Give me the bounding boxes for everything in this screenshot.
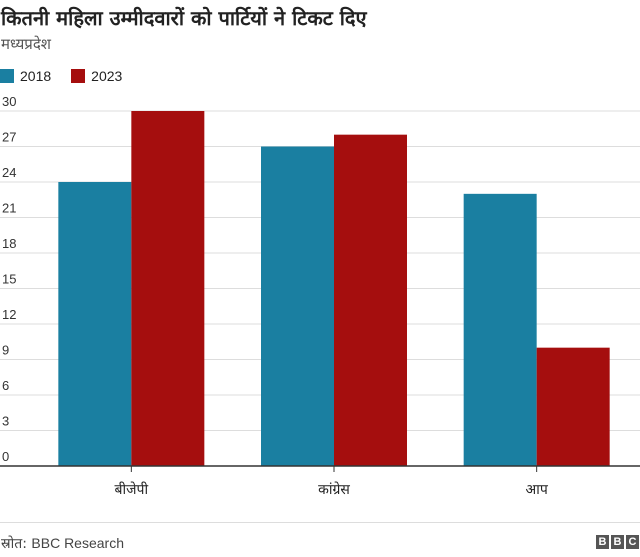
bar-2023 [334, 134, 407, 466]
y-axis: 0 3 6 9 12 15 18 21 24 27 30 [2, 94, 16, 464]
x-tick-label: आप [526, 481, 549, 497]
y-tick-label: 9 [2, 343, 9, 358]
bbc-logo: B B C [594, 535, 639, 549]
footer-divider [0, 522, 640, 523]
y-tick-label: 24 [2, 165, 16, 180]
bars [58, 111, 610, 467]
y-tick-label: 0 [2, 449, 9, 464]
x-tick-label: कांग्रेस [318, 481, 350, 497]
y-tick-label: 12 [2, 307, 16, 322]
source-text: BBC Research [31, 535, 124, 551]
bar-2023 [131, 111, 205, 466]
legend-item-2018: 2018 [0, 68, 51, 84]
y-tick-label: 3 [2, 414, 9, 429]
legend-label-2023: 2023 [91, 68, 123, 84]
legend-swatch-2023 [71, 69, 86, 83]
bar-2018 [261, 146, 334, 466]
bar-chart: 0 3 6 9 12 15 18 21 24 27 30 बीजेपी कांग्रेस आप [0, 94, 640, 497]
legend: 2018 2023 [0, 66, 142, 86]
y-tick-label: 27 [2, 130, 16, 145]
x-axis: बीजेपी कांग्रेस आप [0, 465, 640, 497]
bbc-logo-block: C [626, 535, 639, 549]
legend-label-2018: 2018 [20, 68, 52, 84]
chart-title: कितनी महिला उम्मीदवारों को पार्टियों ने … [1, 6, 367, 30]
bar-2018 [463, 193, 537, 467]
legend-swatch-2018 [0, 69, 14, 83]
x-tick-label: बीजेपी [115, 481, 149, 497]
y-tick-label: 18 [2, 236, 16, 251]
legend-item-2023: 2023 [71, 68, 122, 84]
y-tick-label: 30 [2, 94, 16, 109]
bbc-logo-block: B [611, 535, 624, 549]
y-tick-label: 21 [2, 201, 16, 216]
bbc-logo-block: B [596, 535, 609, 549]
y-tick-label: 6 [2, 378, 9, 393]
bar-2018 [58, 182, 132, 466]
source-note: स्रोत: BBC Research [1, 534, 124, 553]
y-tick-label: 15 [2, 272, 16, 287]
source-label: स्रोत: [1, 536, 27, 552]
chart-subtitle: मध्यप्रदेश [1, 35, 52, 53]
bar-2023 [536, 347, 610, 466]
